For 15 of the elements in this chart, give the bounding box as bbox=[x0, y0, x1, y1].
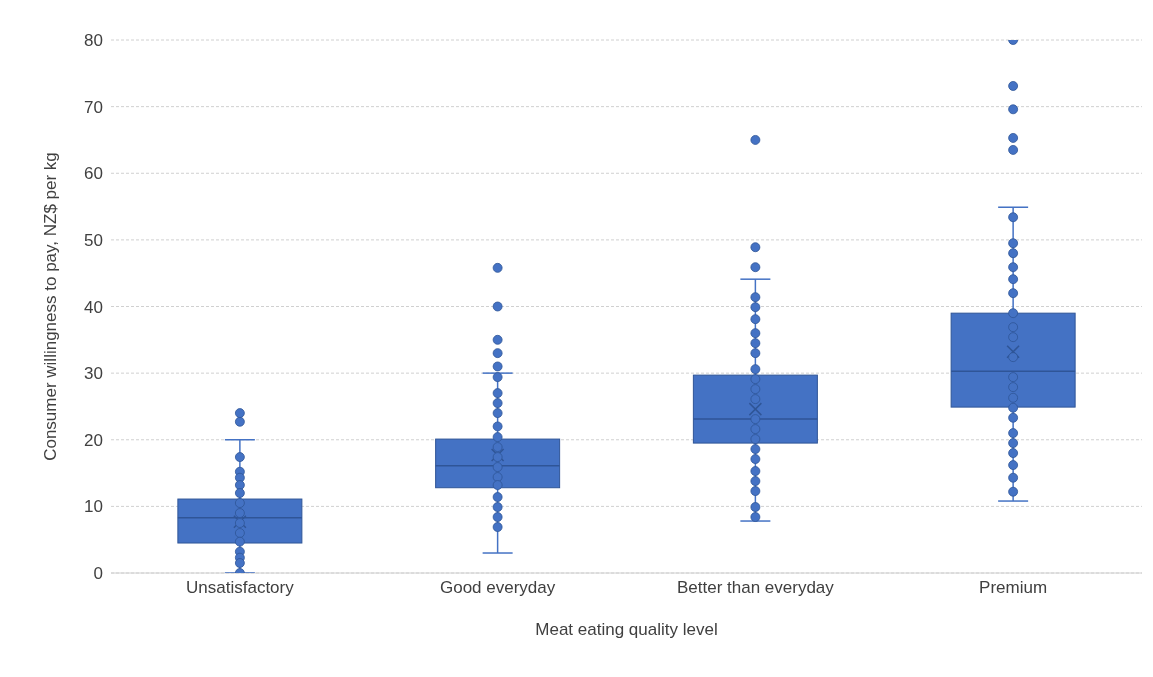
y-tick-label: 10 bbox=[84, 497, 103, 517]
x-tick-label: Better than everyday bbox=[676, 578, 835, 598]
y-tick-label: 40 bbox=[84, 297, 103, 317]
y-tick-label: 70 bbox=[84, 97, 103, 117]
y-tick-label: 0 bbox=[93, 564, 103, 584]
x-tick-label: Premium bbox=[979, 578, 1048, 598]
y-tick-label: 60 bbox=[84, 164, 103, 184]
y-tick-label: 20 bbox=[84, 430, 103, 450]
y-axis-title: Consumer willingness to pay, NZ$ per kg bbox=[41, 152, 61, 461]
y-tick-label: 50 bbox=[84, 230, 103, 250]
x-axis-title: Meat eating quality level bbox=[535, 620, 718, 639]
y-tick-label: 80 bbox=[84, 31, 103, 51]
x-tick-label: Unsatisfactory bbox=[186, 578, 295, 598]
x-tick-label: Good everyday bbox=[439, 578, 556, 598]
y-tick-label: 30 bbox=[84, 364, 103, 384]
